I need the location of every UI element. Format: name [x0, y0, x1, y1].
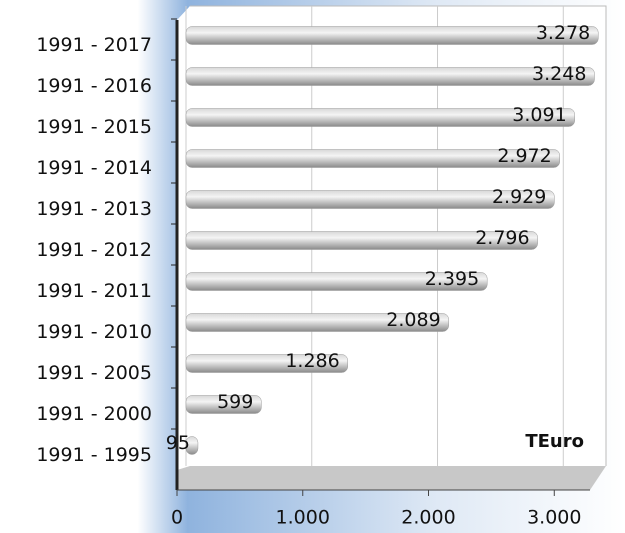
- value-label: 2.929: [492, 186, 546, 208]
- bar: [185, 231, 538, 250]
- floor: [177, 466, 606, 490]
- y-tick-label: 1991 - 2017: [36, 34, 152, 56]
- value-label: 95: [166, 432, 190, 454]
- bar: [185, 313, 449, 332]
- y-tick-label: 1991 - 2014: [36, 157, 152, 179]
- value-label: 599: [217, 391, 253, 413]
- y-tick-label: 1991 - 2016: [36, 75, 152, 97]
- unit-label: TEuro: [525, 431, 584, 452]
- value-label: 3.248: [532, 63, 586, 85]
- y-tick-label: 1991 - 2015: [36, 116, 152, 138]
- x-tick-label: 3.000: [527, 507, 581, 529]
- bar: [185, 190, 555, 209]
- x-tick-label: 1.000: [276, 507, 330, 529]
- x-tick-label: 0: [171, 507, 183, 529]
- value-label: 3.091: [512, 104, 566, 126]
- y-tick-label: 1991 - 2010: [36, 321, 152, 343]
- y-tick-label: 1991 - 2005: [36, 362, 152, 384]
- bar: [185, 67, 595, 86]
- y-tick-label: 1991 - 1995: [36, 444, 152, 466]
- y-tick-label: 1991 - 2000: [36, 403, 152, 425]
- value-label: 2.089: [386, 309, 440, 331]
- value-label: 2.972: [497, 145, 551, 167]
- bar: [185, 26, 599, 45]
- x-tick-label: 2.000: [401, 507, 455, 529]
- value-label: 1.286: [285, 350, 339, 372]
- bar: [185, 272, 488, 291]
- bar: [185, 149, 561, 168]
- bar: [185, 436, 199, 455]
- y-tick-label: 1991 - 2012: [36, 239, 152, 261]
- y-tick-label: 1991 - 2013: [36, 198, 152, 220]
- value-label: 2.395: [425, 268, 479, 290]
- value-label: 2.796: [475, 227, 529, 249]
- bar: [185, 354, 348, 373]
- value-label: 3.278: [536, 22, 590, 44]
- bar: [185, 108, 575, 127]
- plot-frame: [190, 5, 607, 466]
- bar: [185, 395, 262, 414]
- y-tick-label: 1991 - 2011: [36, 280, 152, 302]
